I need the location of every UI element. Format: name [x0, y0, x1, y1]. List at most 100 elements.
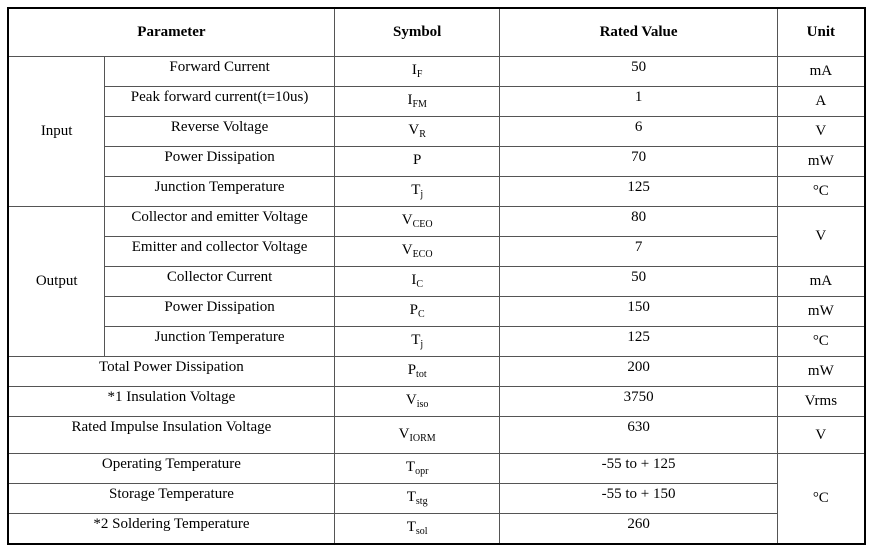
rated-value-cell: -55 to + 150 [499, 483, 778, 514]
table-row: Operating Temperature Topr -55 to + 125 °C [7, 453, 866, 545]
table-row: Reverse Voltage VR 6 V [8, 116, 866, 147]
symbol-main: P [412, 152, 422, 168]
table-row: Junction Temperature Tj 125 °C [8, 176, 866, 207]
symbol-main: T [406, 489, 416, 505]
symbol-subscript: sol [415, 526, 428, 537]
symbol-cell: Tstg [333, 483, 501, 514]
rated-value-cell: 125 [499, 176, 778, 207]
header-rated-value: Rated Value [499, 7, 778, 57]
table-row: *2 Soldering Temperature Tsol 260 [7, 513, 865, 545]
parameter-cell: Total Power Dissipation [7, 356, 335, 387]
symbol-subscript: tot [416, 369, 427, 380]
rated-value-cell: 6 [499, 116, 778, 147]
table-row: Power Dissipation PC 150 mW [8, 296, 866, 327]
symbol-cell: PC [333, 296, 501, 327]
unit-cell: mW [776, 146, 866, 177]
symbol-subscript: C [416, 279, 423, 290]
rated-value-cell: 50 [499, 266, 778, 297]
symbol-cell: VR [333, 116, 501, 147]
unit-cell: Vrms [776, 386, 866, 417]
rated-value-cell: 630 [499, 416, 778, 454]
unit-cell: °C [776, 176, 866, 207]
symbol-subscript: IORM [409, 432, 436, 444]
symbol-cell: Ptot [333, 356, 501, 387]
table-row: Junction Temperature Tj 125 °C [8, 326, 866, 357]
symbol-cell: IC [333, 266, 501, 297]
parameter-cell: Power Dissipation [104, 146, 335, 177]
symbol-cell: VIORM [333, 416, 501, 454]
table-row: *1 Insulation Voltage Viso 3750 Vrms [7, 386, 866, 417]
table-row: Peak forward current(t=10us) IFM 1 A [8, 86, 866, 117]
table-row: Storage Temperature Tstg -55 to + 150 [7, 483, 865, 514]
unit-cell: mA [776, 56, 866, 87]
rated-value-cell: 150 [499, 296, 778, 327]
symbol-subscript: FM [412, 99, 427, 110]
unit-cell: °C [776, 326, 866, 357]
parameter-cell: Storage Temperature [7, 483, 335, 514]
symbol-main: T [405, 459, 416, 475]
unit-cell: mW [776, 356, 866, 387]
group-input: Input [7, 56, 106, 207]
symbol-subscript: opr [415, 466, 429, 477]
symbol-cell: Topr [333, 453, 501, 484]
rated-value-cell: 80 [499, 206, 778, 237]
header-row: Parameter Symbol Rated Value Unit [7, 7, 866, 57]
unit-cell: V [776, 416, 866, 454]
symbol-cell: Viso [333, 386, 501, 417]
symbol-subscript: ECO [412, 249, 433, 260]
table-row: Emitter and collector Voltage VECO 7 [8, 236, 865, 267]
symbol-main: I [411, 272, 417, 288]
group-output: Output [7, 206, 106, 357]
parameter-cell: Emitter and collector Voltage [104, 236, 335, 267]
rated-value-cell: 200 [499, 356, 778, 387]
symbol-cell: IFM [333, 86, 501, 117]
rated-value-cell: 260 [499, 513, 778, 545]
parameter-cell: Collector and emitter Voltage [104, 206, 335, 237]
parameter-cell: Collector Current [104, 266, 335, 297]
parameter-cell: Rated Impulse Insulation Voltage [7, 416, 335, 454]
symbol-main: P [409, 302, 418, 318]
header-parameter: Parameter [7, 7, 335, 57]
symbol-cell: Tj [333, 326, 501, 357]
symbol-cell: P [333, 146, 501, 177]
symbol-main: I [407, 92, 413, 108]
rated-value-cell: 70 [499, 146, 778, 177]
symbol-main: P [407, 362, 417, 378]
parameter-cell: Operating Temperature [7, 453, 335, 484]
header-unit: Unit [776, 7, 866, 57]
symbol-subscript: CEO [412, 219, 433, 230]
table-row: Collector Current IC 50 mA [8, 266, 866, 297]
rated-value-cell: -55 to + 125 [499, 453, 778, 484]
table-row: Input Forward Current IF 50 mA [7, 56, 866, 207]
symbol-subscript: iso [416, 399, 429, 410]
symbol-main: V [398, 425, 410, 442]
parameter-cell: Junction Temperature [104, 176, 335, 207]
parameter-cell: Junction Temperature [104, 326, 335, 357]
rated-value-cell: 7 [499, 236, 778, 267]
symbol-main: V [401, 212, 413, 228]
symbol-subscript: R [419, 129, 426, 140]
symbol-cell: Tsol [333, 513, 501, 545]
unit-cell: A [776, 86, 866, 117]
symbol-main: T [406, 519, 416, 535]
header-symbol: Symbol [333, 7, 501, 57]
rated-value-cell: 3750 [499, 386, 778, 417]
table-row: Power Dissipation P 70 mW [8, 146, 866, 177]
absolute-maximum-ratings-table: Parameter Symbol Rated Value Unit Input F… [7, 7, 866, 545]
table-row: Output Collector and emitter Voltage VCEO 8… [7, 206, 866, 357]
table-row: Total Power Dissipation Ptot 200 mW [7, 356, 866, 387]
unit-cell: mW [776, 296, 866, 327]
unit-cell: °C [776, 453, 866, 545]
symbol-subscript: F [416, 69, 423, 80]
symbol-subscript: j [420, 189, 424, 200]
unit-cell: V [776, 116, 866, 147]
symbol-subscript: C [418, 309, 425, 320]
parameter-cell: *1 Insulation Voltage [7, 386, 335, 417]
rated-value-cell: 125 [499, 326, 778, 357]
parameter-cell: Peak forward current(t=10us) [104, 86, 335, 117]
parameter-cell: Reverse Voltage [104, 116, 335, 147]
symbol-main: T [411, 332, 421, 348]
symbol-main: V [408, 122, 420, 138]
symbol-cell: VCEO [333, 206, 501, 237]
symbol-main: I [411, 62, 417, 78]
